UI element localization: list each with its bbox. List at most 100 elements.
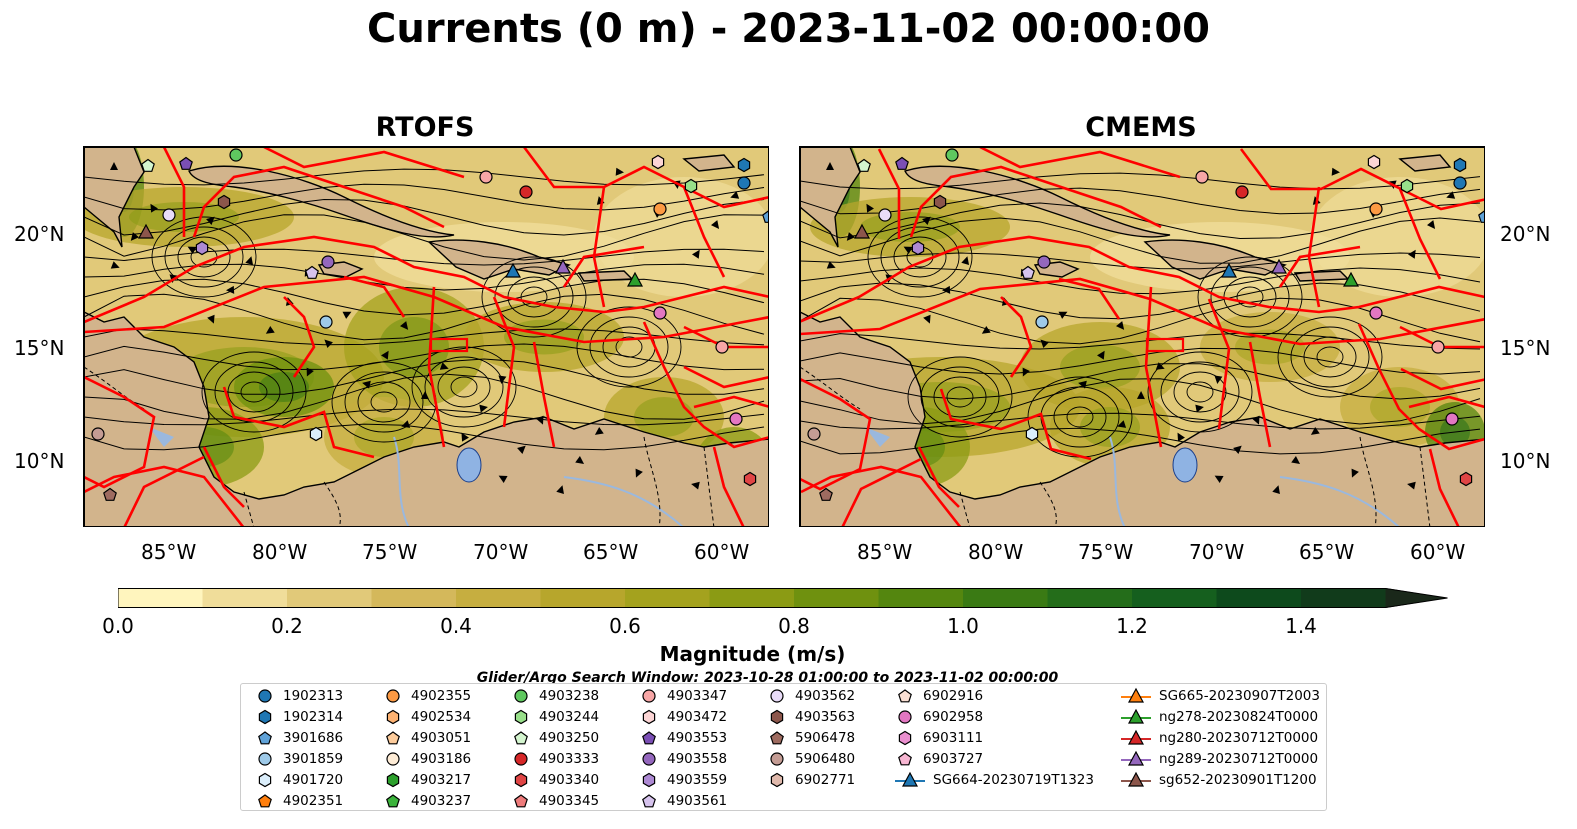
pentagon-marker-icon	[386, 731, 400, 745]
legend-label: 4903472	[667, 709, 728, 725]
circle-marker-icon	[770, 752, 784, 766]
legend-label: 4902351	[283, 793, 344, 809]
hexagon-marker-icon	[258, 772, 272, 788]
legend-item: 4903562	[767, 686, 855, 706]
legend-item: SG664-20230719T1323	[895, 770, 1094, 790]
legend-label: 4903347	[667, 688, 728, 704]
colorbar-segment	[709, 588, 795, 608]
legend-item: 4903345	[511, 791, 599, 811]
lon-tick-label: 75°W	[362, 540, 418, 564]
lat-tick-label: 20°N	[14, 222, 65, 246]
lon-tick-label: 80°W	[252, 540, 308, 564]
legend-item: 4901720	[255, 770, 343, 790]
legend-box: 1902313 1902314 3901686 3901859 4901720 49023…	[240, 683, 1327, 811]
lat-tick-label: 15°N	[14, 336, 65, 360]
legend-label: 4902355	[411, 688, 472, 704]
hexagon-marker-icon	[514, 709, 528, 725]
lat-tick-label: 10°N	[14, 449, 65, 473]
pentagon-marker-icon	[770, 731, 784, 745]
pentagon-marker-icon	[898, 689, 912, 703]
legend-item: 4903340	[511, 770, 599, 790]
legend-label: SG665-20230907T2003	[1159, 688, 1320, 704]
legend-label: 1902314	[283, 709, 344, 725]
legend-label: SG664-20230719T1323	[933, 772, 1094, 788]
legend-item: 4903563	[767, 707, 855, 727]
legend-label: ng289-20230712T0000	[1159, 751, 1319, 767]
colorbar-segment	[540, 588, 626, 608]
pentagon-marker-icon	[258, 731, 272, 745]
legend-item: 4902355	[383, 686, 471, 706]
glider-marker-icon	[1121, 708, 1151, 724]
pentagon-marker-icon	[898, 752, 912, 766]
figure-title: Currents (0 m) - 2023-11-02 00:00:00	[367, 6, 1210, 52]
colorbar-segment	[371, 588, 457, 608]
circle-marker-icon	[770, 689, 784, 703]
legend-label: ng278-20230824T0000	[1159, 709, 1319, 725]
colorbar-tick-label: 1.0	[947, 614, 979, 638]
legend-item: 4902534	[383, 707, 471, 727]
legend-item: 4903561	[639, 791, 727, 811]
legend-item: 1902314	[255, 707, 343, 727]
lon-tick-label: 85°W	[857, 540, 913, 564]
legend-label: 4903559	[667, 772, 728, 788]
circle-marker-icon	[898, 710, 912, 724]
legend-item: ng278-20230824T0000	[1121, 707, 1318, 727]
legend-label: 4903238	[539, 688, 600, 704]
colorbar-label: Magnitude (m/s)	[659, 642, 846, 666]
legend-label: 4902534	[411, 709, 472, 725]
hexagon-marker-icon	[642, 772, 656, 788]
circle-marker-icon	[642, 689, 656, 703]
legend-label: ng280-20230712T0000	[1159, 730, 1319, 746]
colorbar-tick-label: 0.8	[778, 614, 810, 638]
legend-item: 4903559	[639, 770, 727, 790]
legend-item: ng280-20230712T0000	[1121, 728, 1318, 748]
lat-tick-label: 15°N	[1500, 336, 1551, 360]
legend-item: 6902771	[767, 770, 855, 790]
legend-label: 4903217	[411, 772, 472, 788]
colorbar-segment	[287, 588, 372, 608]
circle-marker-icon	[386, 752, 400, 766]
lon-tick-label: 60°W	[694, 540, 750, 564]
legend-label: 5906478	[795, 730, 856, 746]
legend-label: 4903340	[539, 772, 600, 788]
legend-label: sg652-20230901T1200	[1159, 772, 1317, 788]
colorbar-tick-label: 1.2	[1116, 614, 1148, 638]
legend-item: 4903237	[383, 791, 471, 811]
legend-label: 4903051	[411, 730, 472, 746]
colorbar	[118, 588, 1448, 608]
colorbar-tick-label: 0.4	[440, 614, 472, 638]
hexagon-marker-icon	[770, 772, 784, 788]
colorbar-tick-label: 1.4	[1285, 614, 1317, 638]
legend-item: 4902351	[255, 791, 343, 811]
legend-label: 3901686	[283, 730, 344, 746]
lon-tick-label: 65°W	[583, 540, 639, 564]
glider-marker-icon	[1121, 750, 1151, 766]
circle-marker-icon	[642, 752, 656, 766]
legend-label: 4903237	[411, 793, 472, 809]
legend-item: 4903472	[639, 707, 727, 727]
lon-tick-label: 70°W	[1189, 540, 1245, 564]
hexagon-marker-icon	[514, 772, 528, 788]
legend-item: 4903186	[383, 749, 471, 769]
legend-item: 3901686	[255, 728, 343, 748]
panel-title-cmems: CMEMS	[1085, 112, 1197, 143]
legend-label: 4903250	[539, 730, 600, 746]
legend-item: 5906478	[767, 728, 855, 748]
colorbar-segment	[1301, 588, 1386, 608]
legend-item: sg652-20230901T1200	[1121, 770, 1317, 790]
legend-item: 4903217	[383, 770, 471, 790]
map-panel-cmems[interactable]	[799, 146, 1485, 527]
circle-marker-icon	[514, 689, 528, 703]
legend-item: 4903347	[639, 686, 727, 706]
colorbar-tick-label: 0.6	[609, 614, 641, 638]
colorbar-segment	[202, 588, 288, 608]
hexagon-marker-icon	[386, 772, 400, 788]
lon-tick-label: 85°W	[141, 540, 197, 564]
legend-item: 6903727	[895, 749, 983, 769]
map-panel-rtofs[interactable]	[83, 146, 769, 527]
lon-tick-label: 80°W	[968, 540, 1024, 564]
legend-item: 6902916	[895, 686, 983, 706]
legend-label: 5906480	[795, 751, 856, 767]
pentagon-marker-icon	[386, 794, 400, 808]
lon-tick-label: 65°W	[1299, 540, 1355, 564]
